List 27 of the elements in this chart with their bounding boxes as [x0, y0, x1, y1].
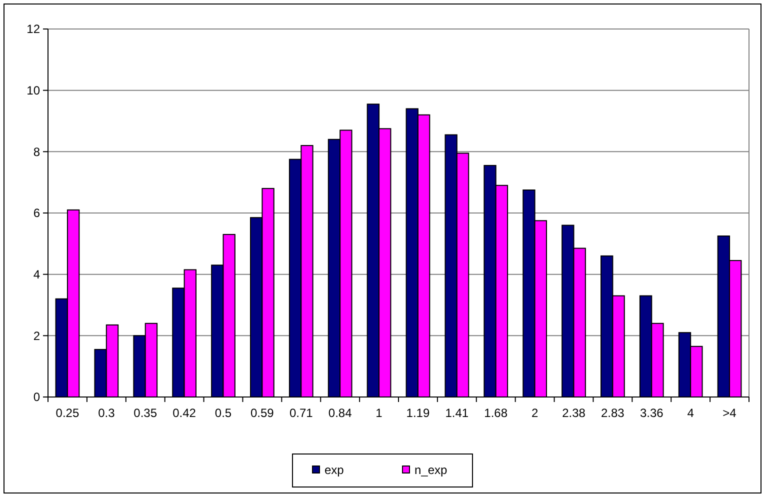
x-tick-label: 0.5 [214, 406, 232, 420]
x-tick-label: 1 [376, 406, 383, 420]
y-tick-label: 12 [26, 22, 40, 36]
x-tick-label: 1.41 [445, 406, 469, 420]
x-tick-label: 0.71 [289, 406, 314, 420]
y-tick-label: 2 [33, 328, 40, 343]
x-tick-label: 2.83 [601, 406, 625, 420]
legend-label: n_exp [414, 463, 448, 478]
x-tick-label: 0.59 [250, 406, 274, 420]
x-tick-label: 3.36 [640, 406, 664, 420]
x-tick-label: 1.19 [406, 406, 430, 420]
x-tick-label: >4 [722, 406, 737, 420]
x-tick-label: 0.25 [56, 406, 80, 420]
x-tick-label: 2 [531, 406, 538, 420]
x-tick-label: 1.68 [484, 406, 508, 420]
y-tick-label: 10 [26, 84, 40, 98]
x-tick-label: 0.35 [134, 406, 158, 420]
y-tick-label: 4 [33, 268, 40, 282]
y-tick-label: 0 [33, 390, 40, 404]
x-tick-label: 4 [687, 406, 694, 420]
y-tick-label: 8 [33, 144, 40, 159]
x-tick-label: 0.84 [328, 406, 352, 420]
legend-label: exp [324, 463, 344, 478]
y-tick-label: 6 [33, 206, 40, 220]
x-tick-label: 0.42 [172, 406, 196, 420]
x-tick-label: 2.38 [562, 406, 586, 420]
x-tick-label: 0.3 [98, 406, 116, 420]
